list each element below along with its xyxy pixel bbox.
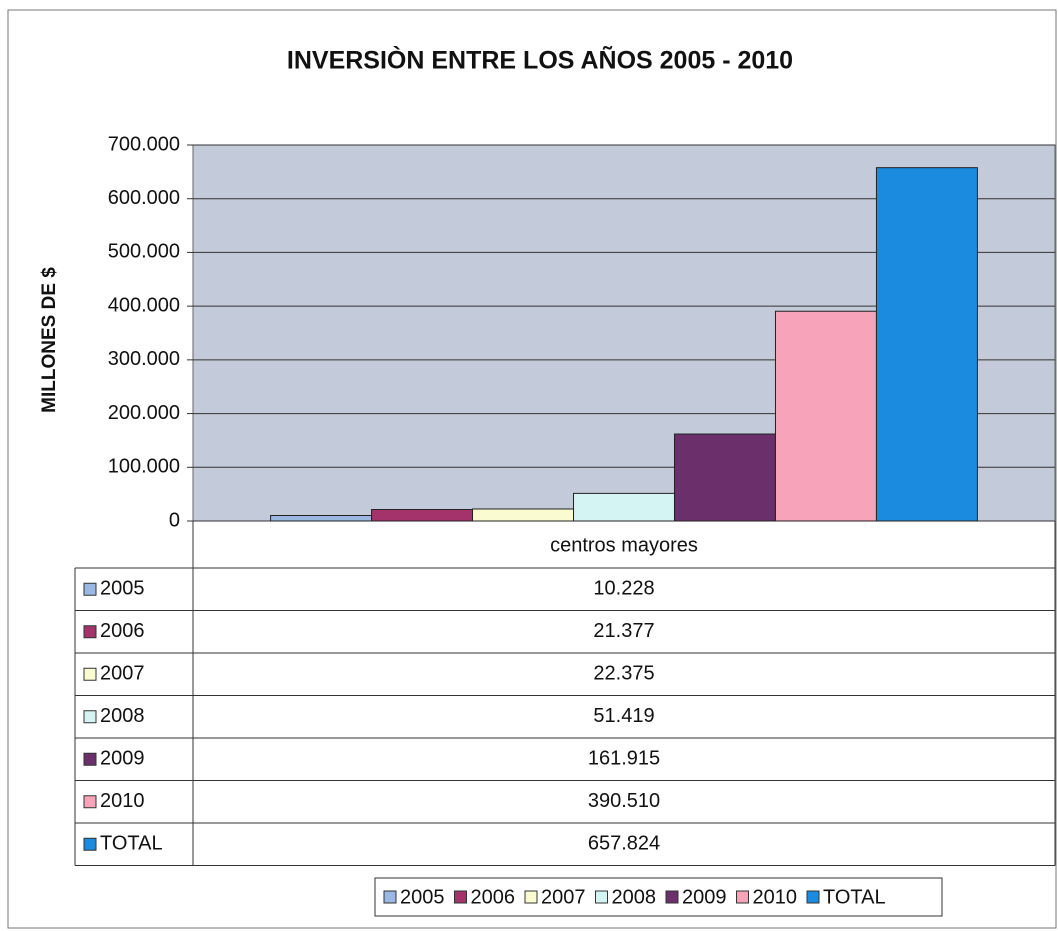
y-axis-label: MILLONES DE $ [39,267,60,413]
y-tick-label: 500.000 [108,241,180,263]
legend-swatch [524,890,538,904]
table-series-name: 2006 [100,620,145,642]
category-label: centros mayores [550,534,698,556]
table-value: 21.377 [593,620,654,642]
table-swatch [83,667,97,681]
table-series-name: 2010 [100,790,145,812]
legend-label: 2009 [682,886,727,908]
legend-label: 2010 [753,886,798,908]
legend-swatch [595,890,608,904]
legend-label: 2007 [541,886,586,908]
table-series-name: TOTAL [100,833,163,855]
legend-label: 2005 [400,886,445,908]
legend-label: 2006 [471,886,516,908]
table-swatch [83,710,97,724]
table-swatch [83,837,97,851]
table-value: 161.915 [588,748,660,770]
y-tick-label: 400.000 [108,294,180,316]
legend-swatch [736,890,749,904]
legend-swatch [806,890,820,904]
table-series-name: 2009 [100,748,145,770]
y-tick-label: 300.000 [108,348,180,370]
table-value: 390.510 [588,790,660,812]
bar [270,515,373,522]
bar [573,492,675,522]
legend-swatch [665,890,679,904]
table-series-name: 2005 [100,578,145,600]
legend-label: TOTAL [823,886,886,908]
table-value: 657.824 [588,833,660,855]
y-tick-label: 600.000 [108,187,180,209]
legend-swatch [383,890,397,904]
y-tick-label: 700.000 [108,133,180,155]
table-value: 51.419 [593,705,654,727]
table-swatch [83,625,97,639]
chart-title: INVERSIÒN ENTRE LOS AÑOS 2005 - 2010 [287,45,793,75]
bar [673,433,776,522]
table-swatch [83,752,97,766]
bar [875,167,978,522]
table-series-name: 2008 [100,705,145,727]
y-tick-label: 100.000 [108,456,180,478]
y-tick-label: 0 [169,509,180,531]
legend-swatch [454,890,467,904]
legend [374,877,943,917]
table-series-name: 2007 [100,663,145,685]
bar [774,310,877,522]
bar [371,509,474,522]
table-swatch [83,582,97,596]
table-value: 10.228 [593,578,654,600]
y-tick-label: 200.000 [108,402,180,424]
table-swatch [83,795,97,809]
bar [472,508,575,522]
legend-label: 2008 [612,886,657,908]
table-value: 22.375 [593,663,654,685]
